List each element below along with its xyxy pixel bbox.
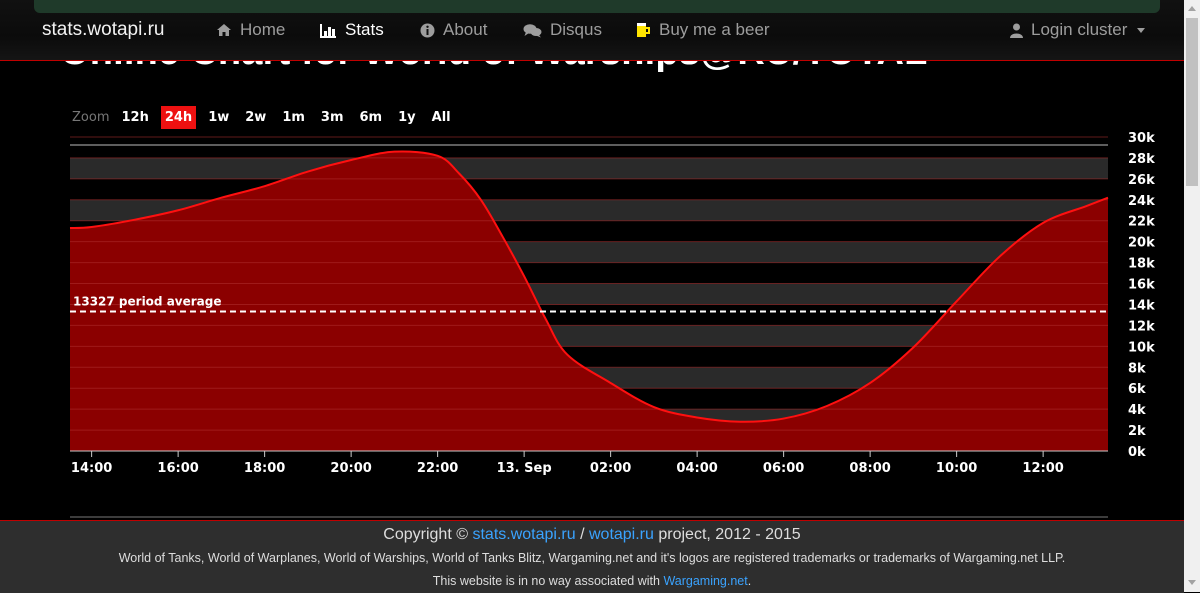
footer-copyright: Copyright © stats.wotapi.ru / wotapi.ru …	[0, 526, 1184, 544]
user-icon	[1010, 23, 1023, 38]
nav-home-label: Home	[240, 20, 286, 39]
y-tick-label: 20k	[1128, 236, 1155, 251]
navbar-top-band	[34, 0, 1160, 13]
page-scrollbar[interactable]	[1184, 0, 1200, 592]
page-footer: Copyright © stats.wotapi.ru / wotapi.ru …	[0, 520, 1184, 593]
zoom-1y-button[interactable]: 1y	[398, 109, 416, 125]
nav-buy-beer[interactable]: Buy me a beer	[635, 20, 770, 40]
average-label: 13327 period average	[73, 295, 222, 309]
y-tick-label: 12k	[1128, 319, 1155, 334]
zoom-3m-button[interactable]: 3m	[320, 109, 344, 125]
y-tick-label: 2k	[1128, 424, 1146, 439]
chevron-down-icon	[1137, 27, 1146, 33]
zoom-12h-button[interactable]: 12h	[121, 109, 149, 125]
nav-disqus-label: Disqus	[550, 20, 602, 39]
y-tick-label: 30k	[1128, 131, 1155, 146]
x-tick-label: 12:00	[1022, 461, 1063, 476]
nav-stats[interactable]: Stats	[320, 20, 384, 40]
home-icon	[217, 24, 231, 36]
info-icon	[420, 23, 435, 37]
nav-disqus[interactable]: Disqus	[523, 20, 602, 40]
y-tick-label: 10k	[1128, 340, 1155, 355]
footer-link-wargaming[interactable]: Wargaming.net	[663, 574, 748, 588]
brand-link[interactable]: stats.wotapi.ru	[42, 19, 165, 40]
nav-stats-label: Stats	[345, 20, 384, 39]
bar-chart-icon	[320, 23, 336, 38]
zoom-2w-button[interactable]: 2w	[245, 109, 267, 125]
x-tick-label: 22:00	[417, 461, 458, 476]
y-tick-label: 18k	[1128, 257, 1155, 272]
comments-icon	[523, 23, 542, 37]
y-tick-label: 26k	[1128, 173, 1155, 188]
y-tick-label: 24k	[1128, 194, 1155, 209]
plot-band	[70, 137, 1108, 158]
copyright-suffix: project, 2012 - 2015	[658, 526, 801, 543]
online-chart: 13327 period average 0k 2k 4k 6k 8k 10k 12k 14k 1…	[69, 131, 1155, 518]
zoom-selector: Zoom 12h 24h 1w 2w 1m 3m 6m 1y All	[72, 104, 463, 130]
y-tick-label: 16k	[1128, 278, 1155, 293]
x-tick-label: 06:00	[763, 461, 804, 476]
x-tick-label: 08:00	[849, 461, 890, 476]
y-tick-label: 4k	[1128, 403, 1146, 418]
series-area	[70, 151, 1108, 451]
login-cluster-label: Login cluster	[1031, 20, 1128, 39]
nav-about[interactable]: About	[420, 20, 487, 40]
series-line	[69, 150, 1109, 423]
x-tick-label: 13. Sep	[497, 461, 552, 476]
zoom-24h-button[interactable]: 24h	[160, 105, 197, 129]
x-tick-label: 10:00	[936, 461, 977, 476]
nav-about-label: About	[443, 20, 488, 39]
footer-link-stats[interactable]: stats.wotapi.ru	[472, 526, 576, 543]
x-tick-label: 02:00	[590, 461, 631, 476]
nav-buy-beer-label: Buy me a beer	[659, 20, 770, 39]
nav-home[interactable]: Home	[216, 20, 285, 40]
x-tick-label: 04:00	[676, 461, 717, 476]
beer-icon	[637, 23, 650, 37]
y-tick-label: 0k	[1128, 445, 1146, 460]
x-tick-label: 14:00	[71, 461, 112, 476]
assoc-suffix: .	[747, 574, 752, 588]
footer-separator: /	[580, 526, 585, 543]
plot-band	[70, 157, 1108, 179]
y-tick-label: 28k	[1128, 152, 1155, 167]
copyright-prefix: Copyright ©	[383, 526, 469, 543]
scrollbar-thumb[interactable]	[1186, 18, 1198, 186]
x-tick-label: 20:00	[330, 461, 371, 476]
y-tick-label: 22k	[1128, 215, 1155, 230]
zoom-1m-button[interactable]: 1m	[282, 109, 305, 125]
footer-trademark: World of Tanks, World of Warplanes, Worl…	[118, 551, 1066, 565]
scroll-down-arrow-icon[interactable]	[1188, 580, 1196, 585]
scroll-up-arrow-icon[interactable]	[1188, 6, 1196, 11]
y-tick-label: 6k	[1128, 382, 1146, 397]
top-navbar: stats.wotapi.ru Home Stats About Disqus …	[0, 0, 1184, 61]
y-tick-label: 8k	[1128, 361, 1146, 376]
footer-link-wotapi[interactable]: wotapi.ru	[588, 526, 654, 543]
zoom-all-button[interactable]: All	[431, 109, 451, 125]
assoc-prefix: This website is in no way associated wit…	[432, 574, 660, 588]
y-tick-label: 14k	[1128, 298, 1155, 313]
zoom-6m-button[interactable]: 6m	[359, 109, 383, 125]
login-cluster-dropdown[interactable]: Login cluster	[1010, 20, 1146, 40]
footer-association: This website is in no way associated wit…	[0, 574, 1184, 588]
zoom-label: Zoom	[72, 109, 110, 125]
zoom-1w-button[interactable]: 1w	[208, 109, 230, 125]
x-tick-label: 16:00	[157, 461, 198, 476]
x-tick-label: 18:00	[244, 461, 285, 476]
